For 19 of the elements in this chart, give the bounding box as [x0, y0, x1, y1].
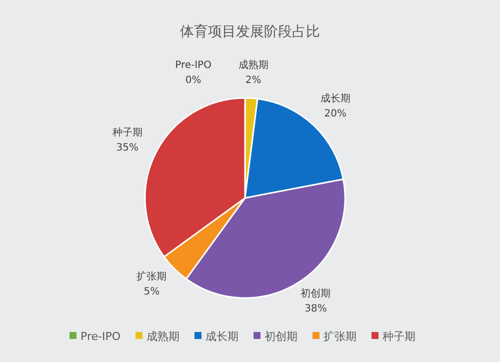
legend-label: 初创期: [264, 330, 298, 343]
text: 0%: [185, 75, 202, 86]
slice-label: 扩张期: [136, 270, 167, 283]
data-label: 38%: [304, 304, 327, 315]
slice-label: 成熟期: [238, 59, 268, 72]
data-label: 20%: [324, 108, 346, 120]
slice-label: 初创期: [300, 288, 331, 300]
slice-label: 成长期: [320, 92, 350, 105]
data-label: 35%: [116, 142, 139, 154]
data-label: 5%: [144, 286, 160, 298]
legend-label: 扩张期: [324, 330, 356, 343]
category-label: Pre-IPO: [175, 60, 212, 71]
legend-label: 成长期: [206, 330, 238, 343]
chart-title: 体育项目发展阶段占比: [180, 23, 320, 40]
legend-label: 种子期: [382, 330, 416, 343]
legend-label: Pre-IPO: [80, 330, 121, 343]
legend-label: 成熟期: [146, 330, 180, 343]
slice-label: 种子期: [112, 126, 142, 139]
data-label: 2%: [245, 75, 262, 86]
